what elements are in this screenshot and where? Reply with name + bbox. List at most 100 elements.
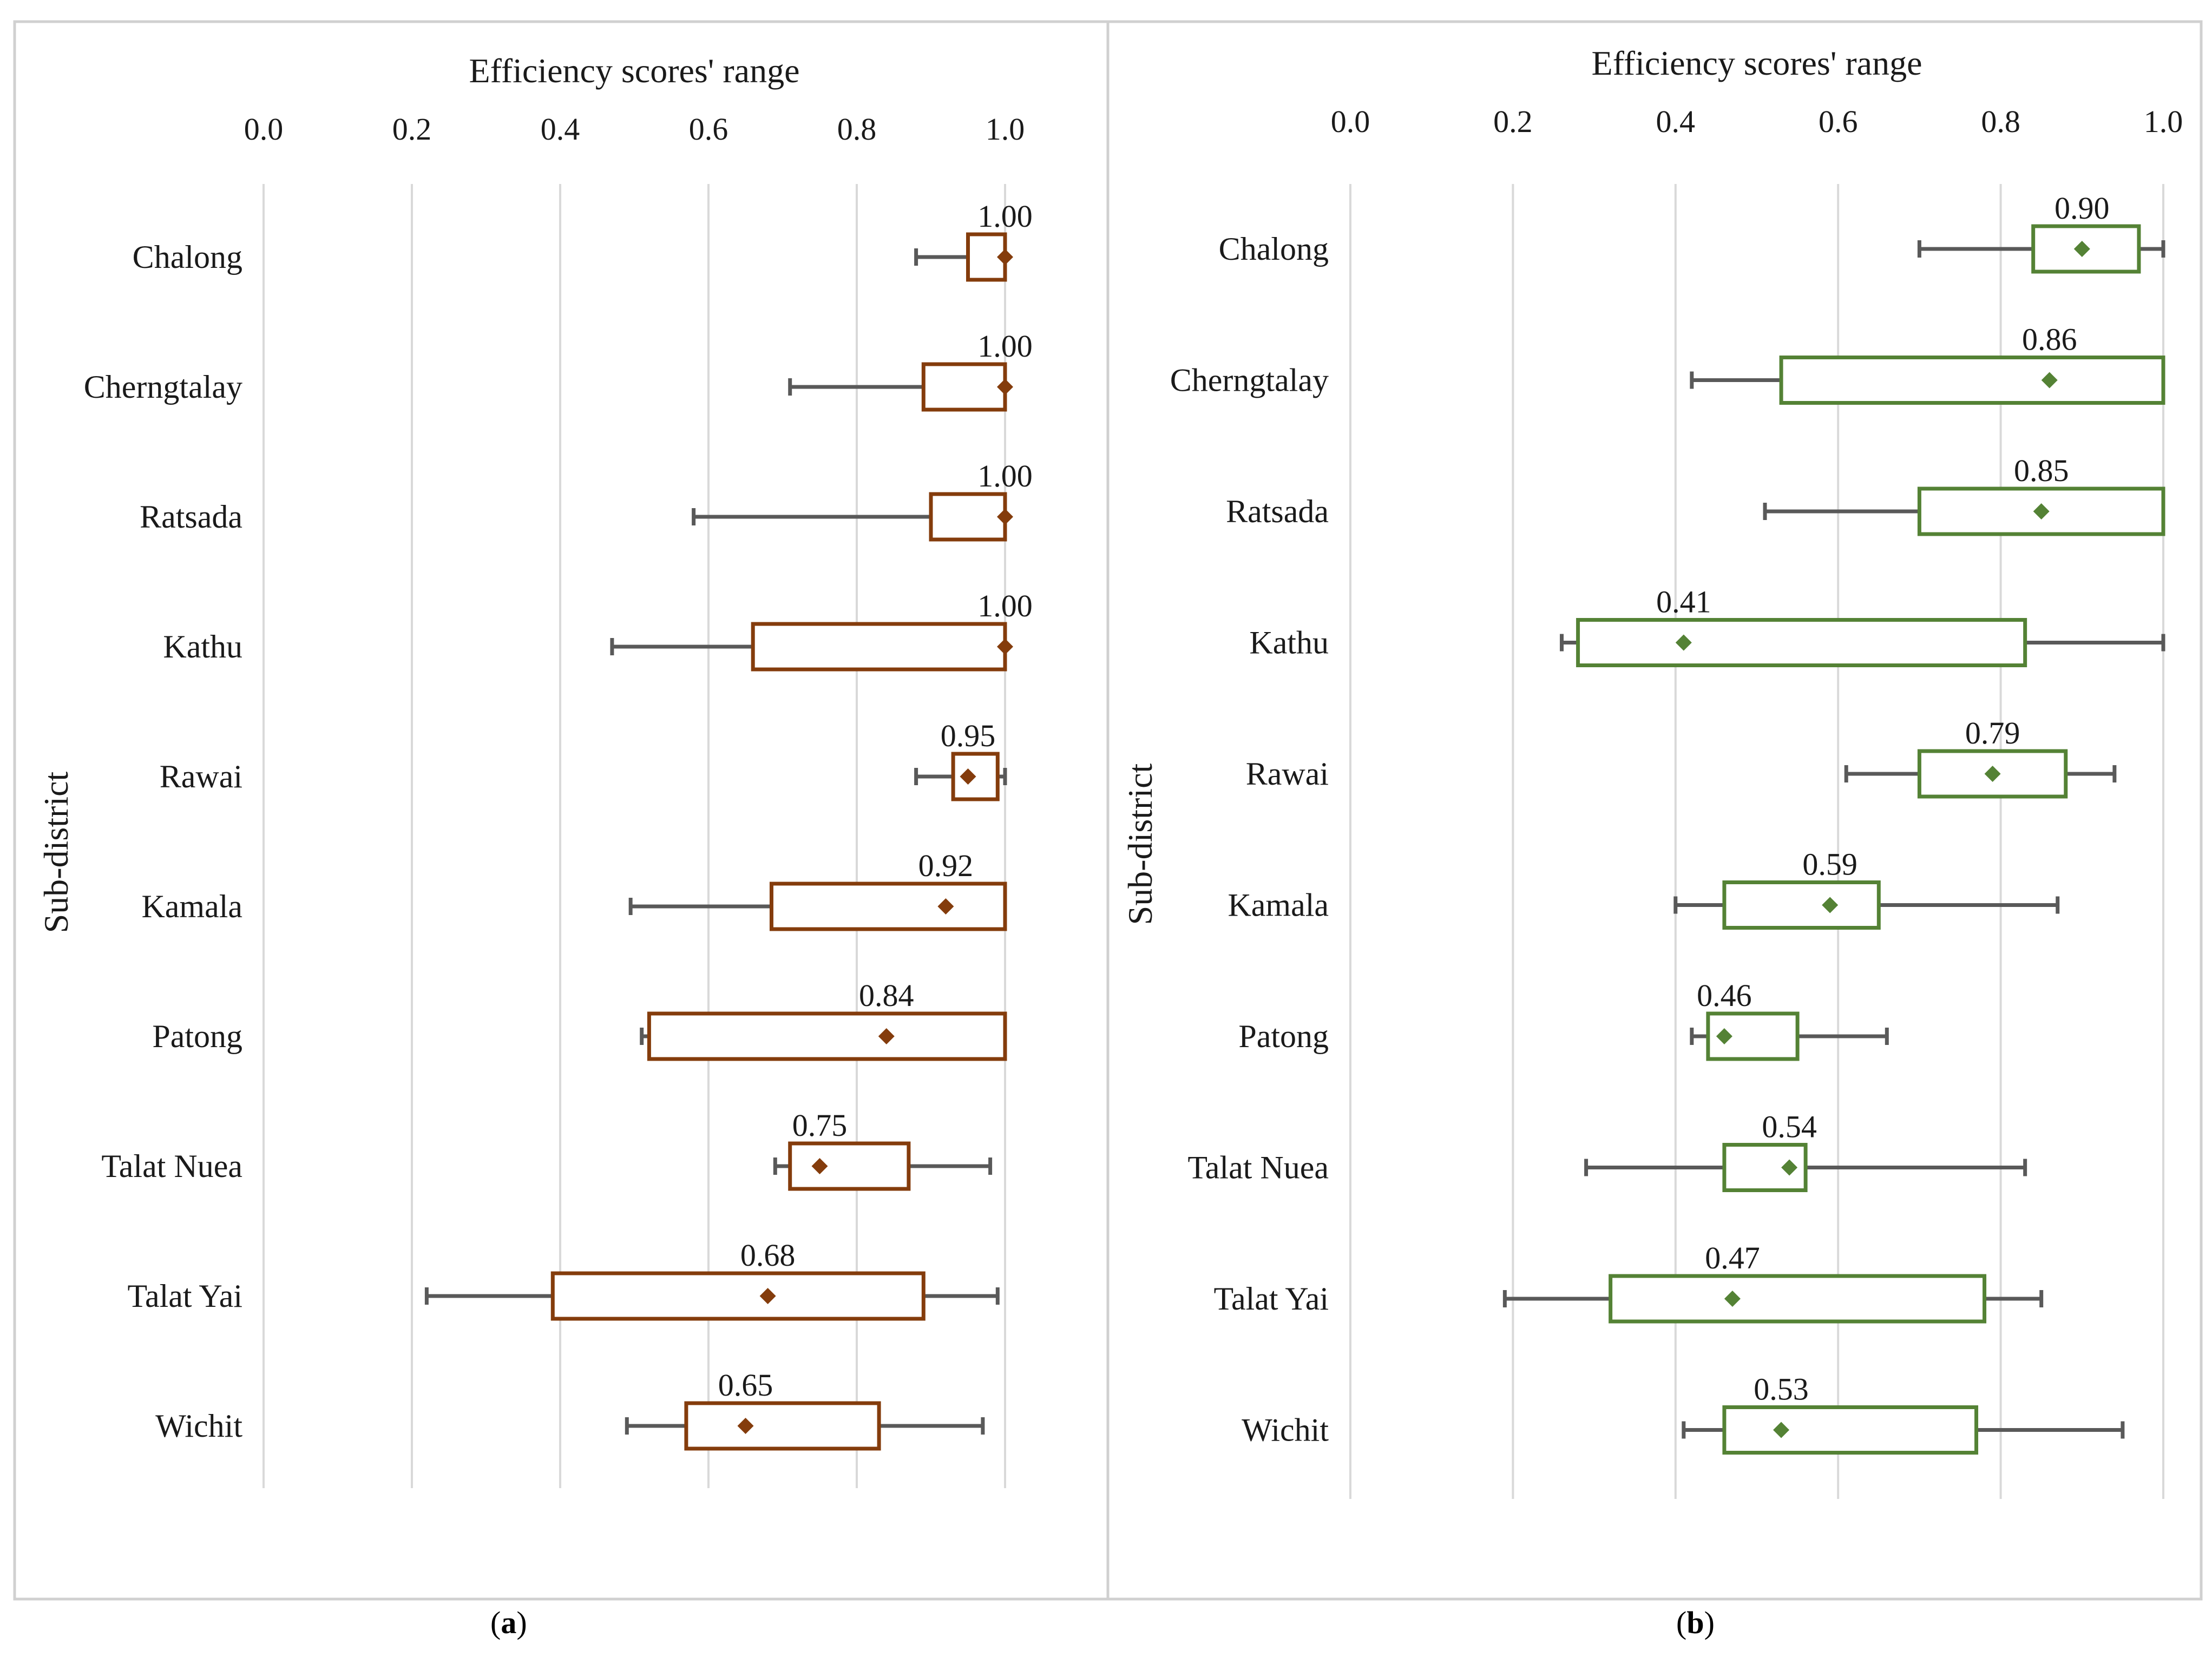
mean-marker	[2033, 503, 2050, 519]
box	[788, 1141, 911, 1191]
mean-marker	[1724, 1291, 1741, 1307]
category-label: Patong	[152, 1018, 242, 1054]
mean-marker	[937, 898, 954, 915]
category-label: Wichit	[155, 1408, 242, 1444]
mean-marker	[1781, 1159, 1798, 1176]
panel-b-frame	[1106, 20, 2203, 1601]
box	[929, 492, 1007, 542]
mean-marker	[1984, 766, 2001, 782]
panel-b-caption-letter: b	[1686, 1605, 1704, 1640]
box	[1609, 1274, 1987, 1324]
mean-marker	[997, 249, 1013, 265]
x-tick-label: 0.2	[392, 111, 432, 147]
panel-a-caption-close: )	[516, 1605, 527, 1640]
data-label: 1.00	[977, 458, 1033, 494]
mean-marker	[1773, 1422, 1790, 1438]
category-label: Ratsada	[140, 499, 242, 535]
data-label: 0.92	[918, 848, 974, 883]
data-label: 0.90	[2055, 190, 2110, 226]
y-axis-label: Sub-district	[1121, 763, 1159, 925]
category-label: Talat Yai	[1214, 1281, 1329, 1317]
category-label: Talat Nuea	[1187, 1150, 1329, 1186]
panel-a-caption-open: (	[490, 1605, 501, 1640]
data-label: 0.86	[2022, 322, 2077, 357]
category-label: Wichit	[1242, 1412, 1329, 1448]
data-label: 1.00	[977, 588, 1033, 623]
mean-marker	[811, 1158, 828, 1174]
box	[921, 362, 1007, 412]
box	[550, 1271, 926, 1321]
data-label: 0.75	[792, 1108, 848, 1143]
category-label: Kamala	[141, 889, 242, 924]
category-label: Cherngtalay	[1170, 363, 1329, 398]
category-label: Talat Nuea	[101, 1148, 242, 1184]
mean-marker	[997, 509, 1013, 525]
x-tick-label: 0.4	[541, 111, 580, 147]
mean-marker	[1716, 1028, 1732, 1044]
x-tick-label: 1.0	[2144, 104, 2183, 139]
x-tick-label: 0.6	[1819, 104, 1858, 139]
box	[684, 1401, 881, 1451]
chart-title: Efficiency scores' range	[1592, 44, 1922, 82]
data-label: 0.46	[1697, 978, 1752, 1013]
x-tick-label: 0.4	[1656, 104, 1696, 139]
category-label: Cherngtalay	[84, 369, 242, 405]
box	[966, 232, 1007, 282]
category-label: Kathu	[163, 629, 242, 665]
mean-marker	[997, 639, 1013, 655]
category-label: Ratsada	[1226, 494, 1329, 529]
mean-marker	[997, 379, 1013, 395]
x-tick-label: 0.8	[1981, 104, 2020, 139]
mean-marker	[737, 1418, 754, 1434]
mean-marker	[759, 1288, 776, 1304]
data-label: 1.00	[977, 328, 1033, 364]
panel-b-caption: (b)	[1676, 1604, 1715, 1641]
category-label: Kathu	[1249, 625, 1329, 661]
mean-marker	[878, 1028, 895, 1044]
mean-marker	[1675, 634, 1692, 651]
mean-marker	[2041, 372, 2058, 389]
category-label: Talat Yai	[128, 1278, 242, 1314]
mean-marker	[2073, 241, 2090, 257]
x-tick-label: 0.2	[1493, 104, 1533, 139]
x-tick-label: 0.0	[244, 111, 284, 147]
mean-marker	[1822, 897, 1839, 913]
category-label: Chalong	[1219, 231, 1329, 267]
data-label: 0.79	[1965, 715, 2020, 751]
data-label: 0.84	[859, 978, 914, 1013]
data-label: 0.95	[941, 718, 996, 753]
panel-a-caption: (a)	[490, 1604, 527, 1641]
x-tick-label: 0.8	[837, 111, 877, 147]
data-label: 0.85	[2014, 453, 2069, 488]
data-label: 0.41	[1656, 584, 1711, 620]
panel-a-chart: Efficiency scores' range 0.0 0.2 0.4 0.6 0.8 1…	[37, 51, 1033, 1488]
panel-b-chart: Efficiency scores' range 0.0 0.2 0.4 0.6 0.8 1…	[1121, 44, 2183, 1499]
box	[1576, 618, 2027, 667]
data-label: 0.53	[1754, 1372, 1809, 1407]
box	[769, 882, 1007, 931]
panel-b-caption-close: )	[1704, 1605, 1715, 1640]
data-label: 0.65	[718, 1367, 773, 1403]
data-label: 0.54	[1762, 1109, 1817, 1145]
data-label: 1.00	[977, 199, 1033, 234]
data-label: 0.59	[1802, 847, 1857, 882]
category-label: Chalong	[133, 239, 242, 275]
box	[1722, 880, 1881, 930]
panel-b-caption-open: (	[1676, 1605, 1687, 1640]
x-tick-label: 1.0	[986, 111, 1025, 147]
category-label: Kamala	[1228, 887, 1329, 923]
data-label: 0.47	[1705, 1240, 1760, 1275]
box	[751, 622, 1007, 672]
category-label: Rawai	[1246, 756, 1329, 792]
x-tick-label: 0.0	[1331, 104, 1370, 139]
category-label: Rawai	[160, 759, 242, 794]
chart-title: Efficiency scores' range	[469, 51, 800, 90]
data-label: 0.68	[740, 1238, 796, 1273]
box	[1722, 1405, 1979, 1455]
mean-marker	[960, 768, 976, 785]
box	[647, 1011, 1007, 1061]
box	[1779, 356, 2165, 405]
x-tick-label: 0.6	[689, 111, 728, 147]
category-label: Patong	[1238, 1018, 1329, 1054]
